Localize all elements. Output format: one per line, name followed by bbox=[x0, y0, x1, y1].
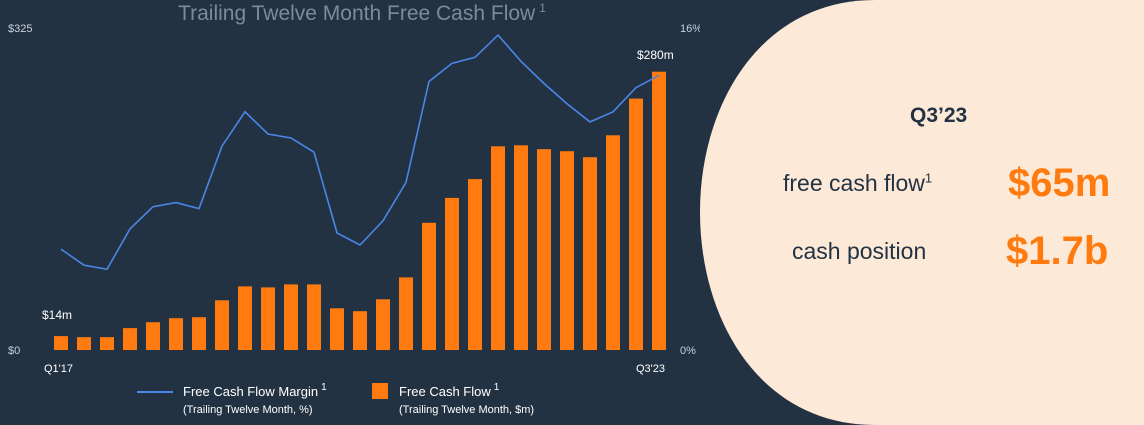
fcf-bar bbox=[77, 337, 91, 350]
fcf-bar bbox=[192, 317, 206, 350]
fcf-bar bbox=[629, 98, 643, 350]
fcf-bar bbox=[284, 284, 298, 350]
metric-value-free-cash-flow: $65m bbox=[1008, 161, 1111, 205]
summary-panel: Q3’23 free cash flow1 $65m cash position… bbox=[700, 0, 1144, 425]
legend-line-sublabel: (Trailing Twelve Month, %) bbox=[183, 404, 313, 416]
fcf-bar bbox=[376, 299, 390, 350]
y-left-max-label: $325 bbox=[8, 23, 32, 35]
bar-series bbox=[54, 71, 666, 350]
last-category-label: Q3'23 bbox=[636, 363, 665, 375]
legend: Free Cash Flow Margin 1 (Trailing Twelve … bbox=[137, 382, 534, 416]
fcf-bar bbox=[399, 277, 413, 350]
chart-title: Trailing Twelve Month Free Cash Flow 1 bbox=[178, 1, 546, 25]
y-right-max-label: 16% bbox=[680, 23, 700, 35]
fcf-bar bbox=[491, 146, 505, 350]
y-right-min-label: 0% bbox=[680, 345, 696, 357]
fcf-bar bbox=[422, 222, 436, 350]
fcf-bar bbox=[514, 145, 528, 350]
fcf-bar bbox=[468, 179, 482, 350]
y-left-min-label: $0 bbox=[8, 345, 20, 357]
legend-bar-label: Free Cash Flow 1 bbox=[399, 382, 500, 399]
metric-value-cash-position: $1.7b bbox=[1006, 229, 1109, 273]
panel-background bbox=[700, 0, 1144, 425]
legend-bar-sublabel: (Trailing Twelve Month, $m) bbox=[399, 404, 534, 416]
first-category-label: Q1'17 bbox=[44, 363, 73, 375]
fcf-bar bbox=[238, 286, 252, 350]
fcf-bar bbox=[123, 328, 137, 350]
first-value-annotation: $14m bbox=[42, 308, 72, 322]
fcf-bar bbox=[261, 287, 275, 350]
last-value-annotation: $280m bbox=[637, 48, 674, 62]
fcf-bar bbox=[583, 157, 597, 350]
fcf-bar bbox=[307, 284, 321, 350]
fcf-bar bbox=[169, 318, 183, 350]
fcf-bar bbox=[330, 308, 344, 350]
fcf-bar bbox=[445, 197, 459, 350]
fcf-bar bbox=[560, 151, 574, 350]
fcf-bar bbox=[652, 71, 666, 350]
fcf-bar bbox=[353, 311, 367, 350]
margin-line bbox=[60, 33, 660, 271]
metric-label-cash-position: cash position bbox=[792, 238, 927, 264]
panel-title: Q3’23 bbox=[910, 104, 968, 127]
fcf-bar bbox=[215, 300, 229, 350]
fcf-chart: Trailing Twelve Month Free Cash Flow 1 $3… bbox=[8, 1, 700, 416]
metric-label-free-cash-flow: free cash flow1 bbox=[783, 170, 933, 196]
fcf-bar bbox=[606, 135, 620, 350]
fcf-bar bbox=[54, 336, 68, 350]
legend-line-label: Free Cash Flow Margin 1 bbox=[183, 382, 327, 399]
fcf-bar bbox=[146, 322, 160, 350]
fcf-bar bbox=[100, 337, 114, 350]
legend-bar-swatch bbox=[372, 383, 388, 399]
fcf-bar bbox=[537, 149, 551, 350]
